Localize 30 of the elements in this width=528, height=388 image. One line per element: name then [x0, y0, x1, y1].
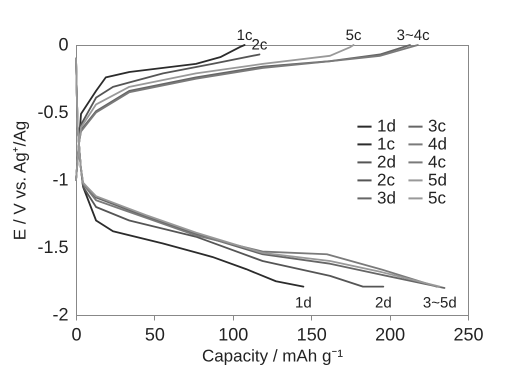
x-axis-title: Capacity / mAh g⁻¹ [202, 346, 344, 366]
annotation: 2d [374, 294, 392, 312]
legend-label: 4c [428, 152, 446, 172]
legend-label: 2d [377, 152, 396, 172]
legend-label: 2c [377, 170, 396, 190]
legend-label: 3c [428, 116, 446, 136]
legend-label: 1c [377, 134, 396, 154]
x-tick-label: 100 [218, 324, 248, 344]
x-tick-label: 0 [71, 324, 82, 344]
y-tick-label: -2 [52, 304, 68, 324]
legend-label: 1d [377, 116, 396, 136]
annotation: 2c [252, 36, 268, 54]
y-axis-title: E / V vs. Ag⁺/Ag [10, 120, 30, 240]
annotation: 1c [236, 27, 253, 44]
legend-label: 5c [428, 188, 446, 208]
legend-label: 5d [428, 170, 447, 190]
annotation: 5c [346, 27, 362, 44]
y-tick-label: -1.5 [37, 237, 68, 257]
annotation: 1d [295, 294, 312, 312]
y-tick-label: -1 [52, 170, 68, 190]
x-tick-label: 150 [296, 324, 327, 344]
annotation: 3~5d [422, 294, 457, 312]
x-tick-label: 250 [453, 324, 484, 344]
legend-label: 3d [377, 188, 396, 208]
legend-label: 4d [428, 134, 447, 154]
y-tick-label: 0 [58, 34, 68, 54]
x-tick-label: 50 [144, 324, 165, 344]
x-tick-label: 200 [375, 324, 406, 344]
y-tick-label: -0.5 [37, 102, 68, 122]
annotation: 3~4c [396, 27, 430, 44]
